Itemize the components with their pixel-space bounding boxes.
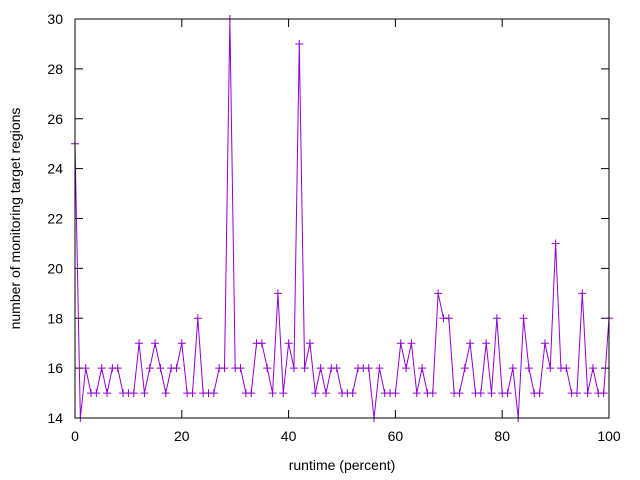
data-point-marker [466, 339, 475, 348]
data-point-marker [135, 339, 144, 348]
data-point-marker [402, 364, 411, 373]
data-point-marker [156, 364, 165, 373]
y-tick-label: 18 [47, 310, 63, 326]
data-point-marker [193, 314, 202, 323]
y-tick-label: 24 [47, 161, 63, 177]
data-point-marker [487, 389, 496, 398]
data-point-marker [540, 339, 549, 348]
data-point-marker [321, 389, 330, 398]
data-point-marker [535, 389, 544, 398]
data-point-marker [295, 39, 304, 48]
y-tick-label: 26 [47, 111, 63, 127]
data-point-marker [546, 364, 555, 373]
data-point-marker [113, 364, 122, 373]
data-point-marker [476, 389, 485, 398]
data-point-marker [599, 389, 608, 398]
plot-frame [74, 18, 610, 419]
data-point-marker [524, 364, 533, 373]
data-point-marker [316, 364, 325, 373]
data-point-marker [551, 239, 560, 248]
data-point-marker [364, 364, 373, 373]
y-tick-label: 30 [47, 11, 63, 27]
y-tick-label: 22 [47, 211, 63, 227]
x-tick-label: 100 [597, 428, 621, 444]
data-point-marker [209, 389, 218, 398]
x-tick-label: 80 [494, 428, 510, 444]
data-point-marker [396, 339, 405, 348]
data-point-marker [332, 364, 341, 373]
data-point-marker [455, 389, 464, 398]
x-tick-label: 0 [71, 428, 79, 444]
data-point-marker [348, 389, 357, 398]
data-point-marker [391, 389, 400, 398]
data-point-marker [503, 389, 512, 398]
data-point-marker [140, 389, 149, 398]
x-tick-label: 20 [174, 428, 190, 444]
data-point-marker [103, 389, 112, 398]
data-point-marker [257, 339, 266, 348]
data-point-marker [236, 364, 245, 373]
data-point-marker [177, 339, 186, 348]
data-point-marker [145, 364, 154, 373]
axis-ticks [74, 18, 610, 419]
series-layer [71, 15, 613, 422]
data-point-marker [418, 364, 427, 373]
data-point-marker [434, 289, 443, 298]
data-point-marker [97, 364, 106, 373]
x-tick-label: 40 [281, 428, 297, 444]
data-point-marker [151, 339, 160, 348]
data-point-marker [305, 339, 314, 348]
data-point-marker [407, 339, 416, 348]
data-point-marker [172, 364, 181, 373]
data-point-marker [247, 389, 256, 398]
data-point-marker [578, 289, 587, 298]
data-point-marker [268, 389, 277, 398]
data-point-marker [572, 389, 581, 398]
data-point-marker [588, 364, 597, 373]
series-markers [71, 15, 613, 422]
data-point-marker [289, 364, 298, 373]
y-axis-title: number of monitoring target regions [7, 108, 23, 330]
data-point-marker [273, 289, 282, 298]
y-tick-label: 16 [47, 360, 63, 376]
x-tick-label: 60 [388, 428, 404, 444]
data-point-marker [508, 364, 517, 373]
data-point-marker [188, 389, 197, 398]
data-point-marker [444, 314, 453, 323]
data-point-marker [220, 364, 229, 373]
data-point-marker [492, 314, 501, 323]
data-point-marker [279, 389, 288, 398]
y-tick-label: 20 [47, 260, 63, 276]
data-point-marker [482, 339, 491, 348]
data-point-marker [284, 339, 293, 348]
y-tick-label: 28 [47, 61, 63, 77]
data-point-marker [460, 364, 469, 373]
data-point-marker [583, 389, 592, 398]
x-axis-title: runtime (percent) [289, 457, 396, 473]
axis-tick-labels: 0 20 40 60 80 100 14 16 18 20 22 24 26 28 30 [47, 11, 620, 444]
data-point-marker [311, 389, 320, 398]
data-point-marker [562, 364, 571, 373]
y-tick-label: 14 [47, 410, 63, 426]
data-point-marker [428, 389, 437, 398]
data-point-marker [412, 389, 421, 398]
data-point-marker [81, 364, 90, 373]
data-point-marker [92, 389, 101, 398]
data-point-marker [129, 389, 138, 398]
data-point-marker [519, 314, 528, 323]
data-point-marker [161, 389, 170, 398]
data-point-marker [375, 364, 384, 373]
data-point-marker [300, 364, 309, 373]
series-line [74, 18, 610, 419]
data-point-marker [263, 364, 272, 373]
